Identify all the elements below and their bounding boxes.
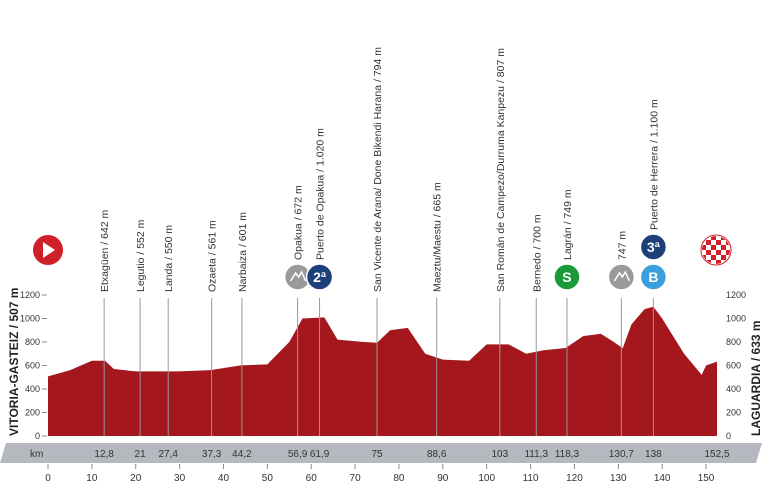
finish-check — [706, 240, 711, 245]
finish-check — [726, 250, 730, 255]
km-label: 138 — [645, 449, 662, 460]
km-label: 152,5 — [704, 449, 729, 460]
x-tick-label: 30 — [174, 473, 186, 484]
x-tick-label: 40 — [218, 473, 230, 484]
finish-check — [711, 255, 716, 260]
y-tick-label-right: 800 — [726, 337, 741, 347]
km-label: 37,3 — [202, 449, 222, 460]
y-tick-label-right: 0 — [726, 431, 731, 441]
badge — [607, 263, 636, 291]
finish-check — [702, 245, 706, 250]
place-name: Lagrán / 749 m — [562, 189, 574, 260]
x-tick-label: 50 — [262, 473, 274, 484]
km-label: 61,9 — [310, 449, 330, 460]
finish-icon — [700, 234, 732, 266]
y-tick-label: 800 — [25, 337, 40, 347]
x-tick-label: 150 — [698, 473, 715, 484]
km-bar — [0, 443, 762, 463]
km-label: 111,3 — [524, 449, 548, 460]
place-name: 747 m — [616, 231, 628, 260]
y-tick-label-right: 200 — [726, 408, 741, 418]
km-label: 56,9 — [288, 449, 308, 460]
finish-check — [716, 260, 721, 264]
km-label: 27,4 — [158, 449, 178, 460]
place-name: Maeztu/Maestu / 665 m — [432, 182, 444, 292]
start-arrow — [43, 242, 55, 258]
place-name: Landa / 550 m — [163, 225, 175, 292]
y-tick-label: 1200 — [20, 290, 40, 300]
y-tick-label: 400 — [25, 384, 40, 394]
badge-text: 3ª — [647, 239, 661, 255]
place-name: Puerto de Herrera / 1.100 m — [648, 99, 660, 230]
km-label: 75 — [371, 449, 383, 460]
finish-check — [716, 250, 721, 255]
x-tick-label: 100 — [478, 473, 495, 484]
badge-text: 2ª — [313, 269, 327, 285]
y-tick-label-right: 400 — [726, 384, 741, 394]
place-name: Narbaiza / 601 m — [237, 212, 249, 292]
x-tick-label: 0 — [45, 473, 51, 484]
badge-text: B — [648, 269, 658, 285]
x-tick-label: 20 — [130, 473, 142, 484]
finish-label: LAGUARDIA / 633 m — [749, 320, 763, 436]
finish-check — [721, 255, 726, 260]
badge — [305, 263, 334, 291]
km-label: 21 — [135, 449, 147, 460]
x-tick-label: 130 — [610, 473, 627, 484]
badge-text: S — [562, 269, 571, 285]
y-tick-label: 600 — [25, 361, 40, 371]
y-tick-label: 1000 — [20, 314, 40, 324]
y-tick-label: 200 — [25, 408, 40, 418]
km-label: 88,6 — [427, 449, 447, 460]
km-label: 12,8 — [94, 449, 114, 460]
x-tick-label: 110 — [523, 473, 539, 484]
finish-check — [721, 245, 726, 250]
finish-check — [716, 240, 721, 245]
finish-check — [706, 250, 711, 255]
x-unit: km — [30, 449, 43, 460]
place-name: Etxagüen / 642 m — [99, 209, 111, 292]
place-name: Legutio / 552 m — [135, 219, 147, 292]
y-tick-label: 0 — [35, 431, 40, 441]
place-name: Ozaeta / 561 m — [207, 220, 219, 292]
place-name: Opakua / 672 m — [293, 185, 305, 260]
finish-check — [711, 245, 716, 250]
elevation-area — [48, 306, 717, 436]
x-tick-label: 80 — [393, 473, 405, 484]
badge — [553, 263, 581, 291]
y-tick-label-right: 1200 — [726, 290, 746, 300]
km-label: 103 — [492, 449, 509, 460]
x-tick-label: 70 — [350, 473, 362, 484]
km-label: 118,3 — [555, 449, 580, 460]
place-name: Bernedo / 700 m — [531, 214, 543, 292]
start-label: VITORIA-GASTEIZ / 507 m — [7, 288, 21, 436]
badge — [639, 263, 668, 291]
y-tick-label-right: 600 — [726, 361, 741, 371]
badge — [639, 233, 668, 261]
finish-check — [711, 236, 716, 240]
x-tick-label: 10 — [86, 473, 98, 484]
x-tick-label: 120 — [566, 473, 583, 484]
km-label: 130,7 — [609, 449, 634, 460]
x-tick-label: 140 — [654, 473, 671, 484]
km-label: 44,2 — [232, 449, 252, 460]
y-tick-label-right: 1000 — [726, 314, 746, 324]
badge-icon — [613, 270, 631, 282]
x-tick-label: 90 — [437, 473, 449, 484]
place-name: San Román de Campezo/Durruma Kanpezu / 8… — [495, 48, 507, 292]
badge-icon — [289, 270, 307, 282]
place-name: Puerto de Opakua / 1.020 m — [315, 128, 327, 260]
place-name: San Vicente de Arana/ Done Bikendi Haran… — [372, 47, 384, 292]
x-tick-label: 60 — [306, 473, 318, 484]
